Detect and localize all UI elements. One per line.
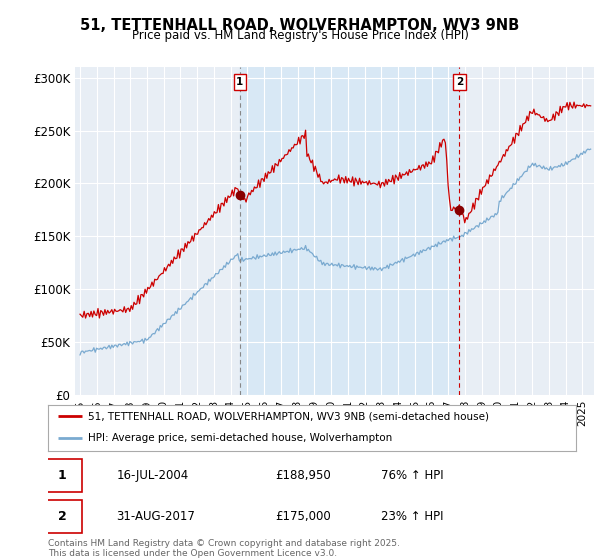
Text: 2: 2 (456, 77, 463, 87)
Text: 23% ↑ HPI: 23% ↑ HPI (380, 510, 443, 523)
Text: £175,000: £175,000 (275, 510, 331, 523)
Text: 31-AUG-2017: 31-AUG-2017 (116, 510, 196, 523)
Text: 16-JUL-2004: 16-JUL-2004 (116, 469, 189, 482)
Text: 1: 1 (236, 77, 244, 87)
Bar (240, 67, 460, 395)
Text: Price paid vs. HM Land Registry's House Price Index (HPI): Price paid vs. HM Land Registry's House … (131, 29, 469, 42)
Text: 2: 2 (58, 510, 67, 523)
Text: 76% ↑ HPI: 76% ↑ HPI (380, 469, 443, 482)
Text: 51, TETTENHALL ROAD, WOLVERHAMPTON, WV3 9NB: 51, TETTENHALL ROAD, WOLVERHAMPTON, WV3 … (80, 18, 520, 33)
FancyBboxPatch shape (43, 500, 82, 533)
Text: HPI: Average price, semi-detached house, Wolverhampton: HPI: Average price, semi-detached house,… (88, 433, 392, 443)
Text: Contains HM Land Registry data © Crown copyright and database right 2025.
This d: Contains HM Land Registry data © Crown c… (48, 539, 400, 558)
Text: 1: 1 (58, 469, 67, 482)
Text: 51, TETTENHALL ROAD, WOLVERHAMPTON, WV3 9NB (semi-detached house): 51, TETTENHALL ROAD, WOLVERHAMPTON, WV3 … (88, 412, 488, 421)
FancyBboxPatch shape (43, 459, 82, 492)
Text: £188,950: £188,950 (275, 469, 331, 482)
